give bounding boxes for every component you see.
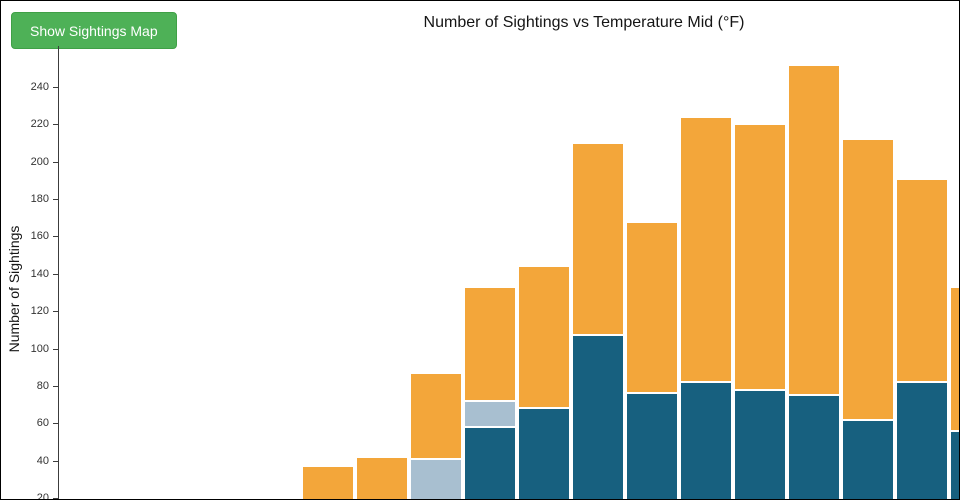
y-tick-mark	[53, 199, 58, 201]
y-tick-mark	[53, 311, 58, 313]
y-tick-mark	[53, 498, 58, 499]
y-tick-label: 60	[36, 417, 49, 430]
bar-segment-orange[interactable]	[626, 221, 678, 394]
bar[interactable]	[356, 1, 408, 499]
bar-segment-slate[interactable]	[410, 458, 462, 499]
bar-segment-navy[interactable]	[464, 427, 516, 499]
y-tick-label: 40	[36, 454, 49, 467]
bar[interactable]	[896, 1, 948, 499]
bar[interactable]	[680, 1, 732, 499]
y-tick-mark	[53, 348, 58, 350]
bar-segment-orange[interactable]	[518, 266, 570, 409]
bar-segment-orange[interactable]	[896, 178, 948, 383]
bar-segment-orange[interactable]	[572, 143, 624, 336]
bar-segment-navy[interactable]	[518, 408, 570, 499]
bar[interactable]	[842, 1, 894, 499]
bar-segment-navy[interactable]	[788, 395, 840, 499]
y-tick-label: 140	[30, 267, 49, 280]
chart-title: Number of Sightings vs Temperature Mid (…	[423, 14, 745, 31]
bar-segment-navy[interactable]	[626, 393, 678, 499]
bar-segment-orange[interactable]	[788, 64, 840, 396]
bar[interactable]	[788, 1, 840, 499]
y-tick-mark	[53, 385, 58, 387]
bar[interactable]	[572, 1, 624, 499]
bar-segment-orange[interactable]	[734, 124, 786, 390]
show-sightings-map-button[interactable]: Show Sightings Map	[11, 12, 177, 49]
bar-segment-orange[interactable]	[410, 372, 462, 459]
y-tick-label: 120	[30, 305, 49, 318]
bar[interactable]	[518, 1, 570, 499]
y-tick-mark	[53, 124, 58, 126]
bar[interactable]	[626, 1, 678, 499]
y-tick-mark	[53, 273, 58, 275]
y-axis-line	[58, 46, 59, 499]
y-tick-label: 20	[36, 492, 49, 500]
bar[interactable]	[464, 1, 516, 499]
y-tick-mark	[53, 236, 58, 238]
bar-segment-navy[interactable]	[842, 419, 894, 499]
bar-segment-navy[interactable]	[680, 382, 732, 499]
bar[interactable]	[302, 1, 354, 499]
y-tick-label: 200	[30, 155, 49, 168]
bar-segment-orange[interactable]	[680, 116, 732, 383]
y-tick-label: 220	[30, 118, 49, 131]
y-tick-label: 100	[30, 342, 49, 355]
bar-segment-orange[interactable]	[302, 466, 354, 499]
y-tick-label: 180	[30, 193, 49, 206]
bar-segment-navy[interactable]	[572, 335, 624, 499]
y-tick-mark	[53, 87, 58, 88]
bar-segment-navy[interactable]	[950, 430, 959, 499]
bar-segment-orange[interactable]	[356, 456, 408, 499]
bar-segment-slate[interactable]	[464, 400, 516, 427]
y-tick-label: 240	[30, 81, 49, 93]
bar-segment-navy[interactable]	[734, 389, 786, 499]
y-tick-mark	[53, 161, 58, 163]
y-tick-mark	[53, 423, 58, 425]
bar-segment-orange[interactable]	[950, 286, 959, 431]
y-tick-label: 80	[36, 379, 49, 392]
y-tick-label: 160	[30, 230, 49, 243]
bar-segment-orange[interactable]	[842, 139, 894, 420]
bar-segment-orange[interactable]	[464, 286, 516, 401]
bar[interactable]	[950, 1, 959, 499]
bar-segment-navy[interactable]	[896, 382, 948, 499]
y-tick-mark	[53, 460, 58, 462]
bar[interactable]	[410, 1, 462, 499]
bar[interactable]	[734, 1, 786, 499]
